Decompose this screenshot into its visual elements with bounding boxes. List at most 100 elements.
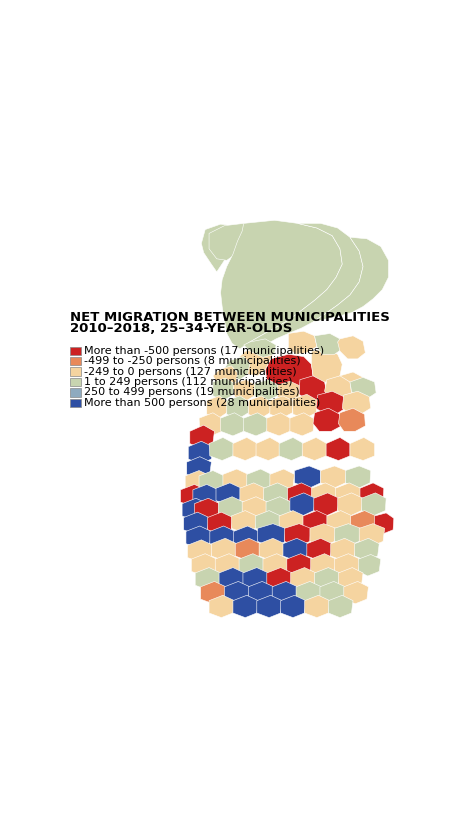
Polygon shape [240,349,273,376]
Polygon shape [290,413,315,436]
Polygon shape [303,510,328,533]
Text: NET MIGRATION BETWEEN MUNICIPALITIES: NET MIGRATION BETWEEN MUNICIPALITIES [70,312,390,324]
Polygon shape [313,409,341,432]
Text: More than 500 persons (28 municipalities): More than 500 persons (28 municipalities… [84,398,321,408]
Polygon shape [270,396,294,418]
Polygon shape [233,595,258,617]
Polygon shape [287,483,313,506]
Polygon shape [342,391,371,414]
Polygon shape [221,220,342,349]
Polygon shape [207,396,228,419]
Polygon shape [255,510,281,533]
Polygon shape [290,493,315,516]
Polygon shape [285,524,311,547]
Polygon shape [272,581,298,604]
Polygon shape [227,396,250,419]
Polygon shape [233,380,256,401]
Polygon shape [255,380,278,400]
Polygon shape [324,376,352,399]
Polygon shape [350,377,376,399]
Polygon shape [182,498,207,520]
Polygon shape [338,567,363,590]
Polygon shape [292,395,318,418]
Bar [70,357,81,366]
Text: -249 to 0 persons (127 municipalities): -249 to 0 persons (127 municipalities) [84,367,297,376]
Polygon shape [231,510,257,533]
Polygon shape [321,466,346,488]
Polygon shape [350,437,375,460]
Polygon shape [239,554,264,576]
Polygon shape [190,425,214,449]
Polygon shape [199,470,225,494]
Polygon shape [296,581,322,604]
Polygon shape [258,524,285,547]
Polygon shape [326,437,350,460]
Polygon shape [250,224,363,349]
Polygon shape [265,354,313,395]
Polygon shape [360,483,384,506]
Polygon shape [247,469,272,492]
Polygon shape [259,538,285,561]
Polygon shape [263,554,288,576]
Polygon shape [207,512,233,534]
Polygon shape [375,513,394,534]
Text: 2010–2018, 25–34-YEAR-OLDS: 2010–2018, 25–34-YEAR-OLDS [70,322,293,335]
Polygon shape [315,567,340,590]
Polygon shape [244,339,276,358]
Bar [70,378,81,386]
Polygon shape [288,331,317,354]
Polygon shape [346,466,371,488]
Polygon shape [281,595,306,617]
Polygon shape [219,567,244,590]
Polygon shape [283,538,309,561]
Polygon shape [218,496,244,519]
Polygon shape [188,540,213,562]
Polygon shape [234,526,259,548]
Polygon shape [287,554,312,576]
Polygon shape [193,484,218,506]
Polygon shape [249,396,272,419]
Polygon shape [185,470,211,494]
Polygon shape [336,372,365,396]
Polygon shape [344,581,369,604]
Polygon shape [243,567,268,590]
Polygon shape [183,512,209,534]
Polygon shape [359,555,381,576]
Polygon shape [209,224,259,261]
Polygon shape [311,483,337,506]
Polygon shape [216,483,242,506]
Polygon shape [279,510,304,533]
Polygon shape [215,554,241,576]
Polygon shape [242,496,267,519]
Text: More than -500 persons (17 municipalities): More than -500 persons (17 municipalitie… [84,346,324,356]
Polygon shape [320,581,346,604]
Polygon shape [338,493,363,516]
Polygon shape [338,409,365,432]
Polygon shape [225,581,250,604]
Text: 1 to 249 persons (112 municipalities): 1 to 249 persons (112 municipalities) [84,377,293,387]
Polygon shape [302,437,327,460]
Polygon shape [191,554,217,576]
Polygon shape [199,413,223,436]
Text: -499 to -250 persons (8 municipalities): -499 to -250 persons (8 municipalities) [84,356,301,367]
Polygon shape [355,538,379,561]
Bar [70,388,81,397]
Polygon shape [334,554,360,576]
Polygon shape [267,413,292,436]
Polygon shape [257,595,282,617]
Polygon shape [187,457,212,480]
Bar [70,399,81,407]
Polygon shape [223,469,249,492]
Polygon shape [307,538,332,561]
Polygon shape [311,349,342,382]
Polygon shape [291,567,316,590]
Polygon shape [328,595,353,617]
Polygon shape [278,381,300,401]
Polygon shape [299,376,327,400]
Polygon shape [225,357,250,380]
Polygon shape [181,484,206,506]
Bar [70,347,81,355]
Polygon shape [270,469,295,492]
Polygon shape [256,437,281,460]
Polygon shape [195,567,221,590]
